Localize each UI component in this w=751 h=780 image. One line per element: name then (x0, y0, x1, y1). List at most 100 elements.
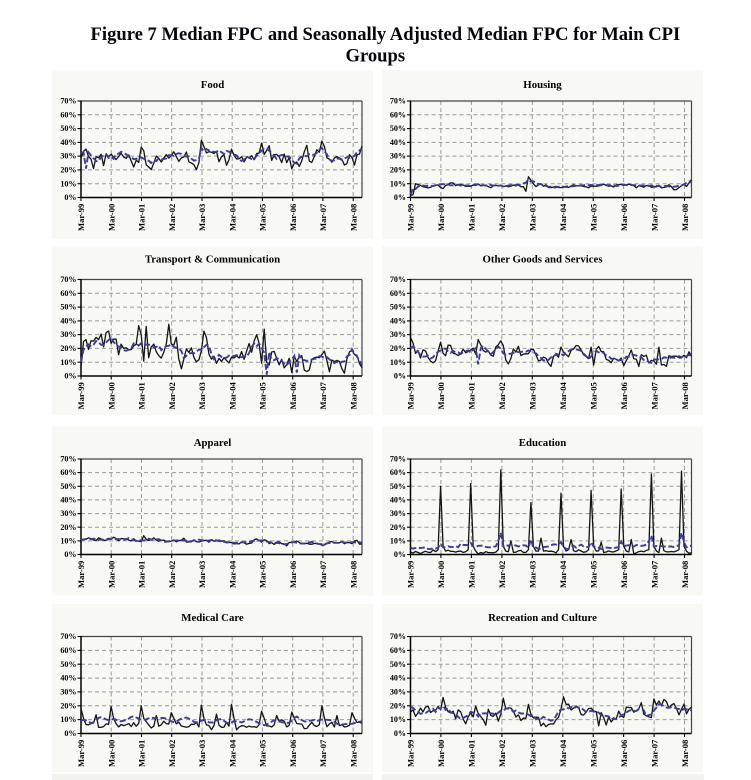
svg-text:Mar-00: Mar-00 (436, 561, 446, 588)
svg-text:Mar-01: Mar-01 (467, 204, 477, 231)
svg-text:0%: 0% (64, 729, 76, 738)
svg-text:Mar-01: Mar-01 (137, 561, 147, 588)
svg-text:30%: 30% (390, 152, 406, 161)
svg-text:70%: 70% (390, 455, 406, 464)
svg-text:Mar-02: Mar-02 (167, 382, 177, 409)
svg-text:30%: 30% (60, 152, 76, 161)
svg-text:Mar-03: Mar-03 (197, 561, 207, 588)
svg-text:Mar-03: Mar-03 (528, 561, 538, 588)
svg-text:Mar-08: Mar-08 (680, 381, 690, 409)
svg-text:Mar-05: Mar-05 (588, 740, 598, 767)
svg-text:30%: 30% (390, 688, 406, 697)
svg-text:Recreation and Culture: Recreation and Culture (488, 612, 597, 624)
svg-text:Mar-06: Mar-06 (619, 381, 629, 409)
svg-text:10%: 10% (60, 358, 76, 367)
svg-text:Mar-02: Mar-02 (497, 382, 507, 409)
svg-text:Mar-08: Mar-08 (680, 203, 690, 231)
svg-text:Mar-06: Mar-06 (288, 381, 298, 409)
svg-text:Mar-00: Mar-00 (436, 740, 446, 767)
svg-text:Mar-05: Mar-05 (258, 561, 268, 588)
svg-text:Mar-05: Mar-05 (258, 740, 268, 767)
svg-text:Mar-01: Mar-01 (467, 561, 477, 588)
svg-text:Mar-06: Mar-06 (288, 203, 298, 231)
svg-text:Mar-01: Mar-01 (137, 740, 147, 767)
svg-text:60%: 60% (390, 468, 406, 477)
svg-text:40%: 40% (60, 496, 76, 505)
svg-text:30%: 30% (60, 688, 76, 697)
svg-text:40%: 40% (60, 317, 76, 326)
svg-text:Food: Food (201, 79, 224, 91)
svg-text:30%: 30% (60, 509, 76, 518)
svg-text:Mar-06: Mar-06 (288, 560, 298, 588)
svg-text:10%: 10% (390, 358, 406, 367)
svg-text:60%: 60% (60, 468, 76, 477)
svg-text:60%: 60% (390, 110, 406, 119)
svg-text:Mar-99: Mar-99 (406, 204, 416, 231)
svg-text:50%: 50% (60, 482, 76, 491)
svg-text:10%: 10% (60, 179, 76, 188)
svg-text:20%: 20% (390, 523, 406, 532)
svg-text:Medical Care: Medical Care (181, 612, 244, 624)
svg-text:20%: 20% (390, 344, 406, 353)
svg-text:Transport & Communication: Transport & Communication (145, 254, 280, 266)
svg-text:Education: Education (519, 437, 566, 449)
svg-text:Mar-07: Mar-07 (318, 203, 328, 231)
svg-text:20%: 20% (60, 523, 76, 532)
svg-text:Mar-00: Mar-00 (436, 204, 446, 231)
svg-text:Mar-00: Mar-00 (106, 740, 116, 767)
svg-text:70%: 70% (60, 455, 76, 464)
svg-text:Mar-99: Mar-99 (76, 382, 86, 409)
svg-text:70%: 70% (390, 275, 406, 284)
svg-text:0%: 0% (394, 729, 406, 738)
svg-text:20%: 20% (60, 344, 76, 353)
svg-text:50%: 50% (390, 303, 406, 312)
svg-text:30%: 30% (390, 330, 406, 339)
svg-text:Mar-07: Mar-07 (649, 381, 659, 409)
svg-text:0%: 0% (64, 193, 76, 202)
svg-text:Mar-04: Mar-04 (558, 381, 568, 409)
svg-text:10%: 10% (390, 715, 406, 724)
svg-text:Mar-99: Mar-99 (406, 740, 416, 767)
svg-text:Mar-01: Mar-01 (137, 382, 147, 409)
svg-text:10%: 10% (60, 715, 76, 724)
svg-text:60%: 60% (60, 110, 76, 119)
svg-text:Mar-08: Mar-08 (348, 381, 358, 409)
svg-text:20%: 20% (60, 701, 76, 710)
svg-text:Mar-07: Mar-07 (649, 203, 659, 231)
svg-text:Mar-03: Mar-03 (528, 382, 538, 409)
svg-text:10%: 10% (390, 537, 406, 546)
svg-text:Mar-03: Mar-03 (528, 740, 538, 767)
svg-text:Mar-03: Mar-03 (197, 740, 207, 767)
svg-text:Mar-02: Mar-02 (497, 204, 507, 231)
svg-text:Mar-99: Mar-99 (406, 382, 416, 409)
svg-text:0%: 0% (394, 550, 406, 559)
svg-text:70%: 70% (60, 275, 76, 284)
svg-text:50%: 50% (60, 124, 76, 133)
svg-text:Mar-04: Mar-04 (227, 739, 237, 767)
svg-text:40%: 40% (390, 138, 406, 147)
svg-text:Mar-00: Mar-00 (106, 382, 116, 409)
svg-text:Mar-08: Mar-08 (348, 203, 358, 231)
svg-text:Mar-00: Mar-00 (106, 204, 116, 231)
svg-text:10%: 10% (390, 179, 406, 188)
svg-text:Mar-04: Mar-04 (227, 381, 237, 409)
svg-text:Mar-00: Mar-00 (106, 561, 116, 588)
svg-text:40%: 40% (60, 674, 76, 683)
svg-text:Mar-02: Mar-02 (497, 740, 507, 767)
svg-text:Mar-06: Mar-06 (619, 739, 629, 767)
svg-text:30%: 30% (390, 509, 406, 518)
svg-text:Mar-02: Mar-02 (167, 204, 177, 231)
svg-text:Mar-06: Mar-06 (288, 739, 298, 767)
svg-text:40%: 40% (60, 138, 76, 147)
svg-text:Mar-99: Mar-99 (76, 740, 86, 767)
svg-text:Mar-04: Mar-04 (558, 739, 568, 767)
svg-text:Mar-04: Mar-04 (227, 560, 237, 588)
svg-text:50%: 50% (390, 482, 406, 491)
svg-text:70%: 70% (390, 632, 406, 641)
svg-text:Apparel: Apparel (194, 437, 232, 449)
svg-text:Mar-05: Mar-05 (588, 204, 598, 231)
svg-text:Figure 7 Median FPC and Season: Figure 7 Median FPC and Seasonally Adjus… (91, 24, 681, 45)
svg-text:30%: 30% (60, 330, 76, 339)
svg-text:Mar-07: Mar-07 (318, 739, 328, 767)
svg-text:50%: 50% (60, 660, 76, 669)
